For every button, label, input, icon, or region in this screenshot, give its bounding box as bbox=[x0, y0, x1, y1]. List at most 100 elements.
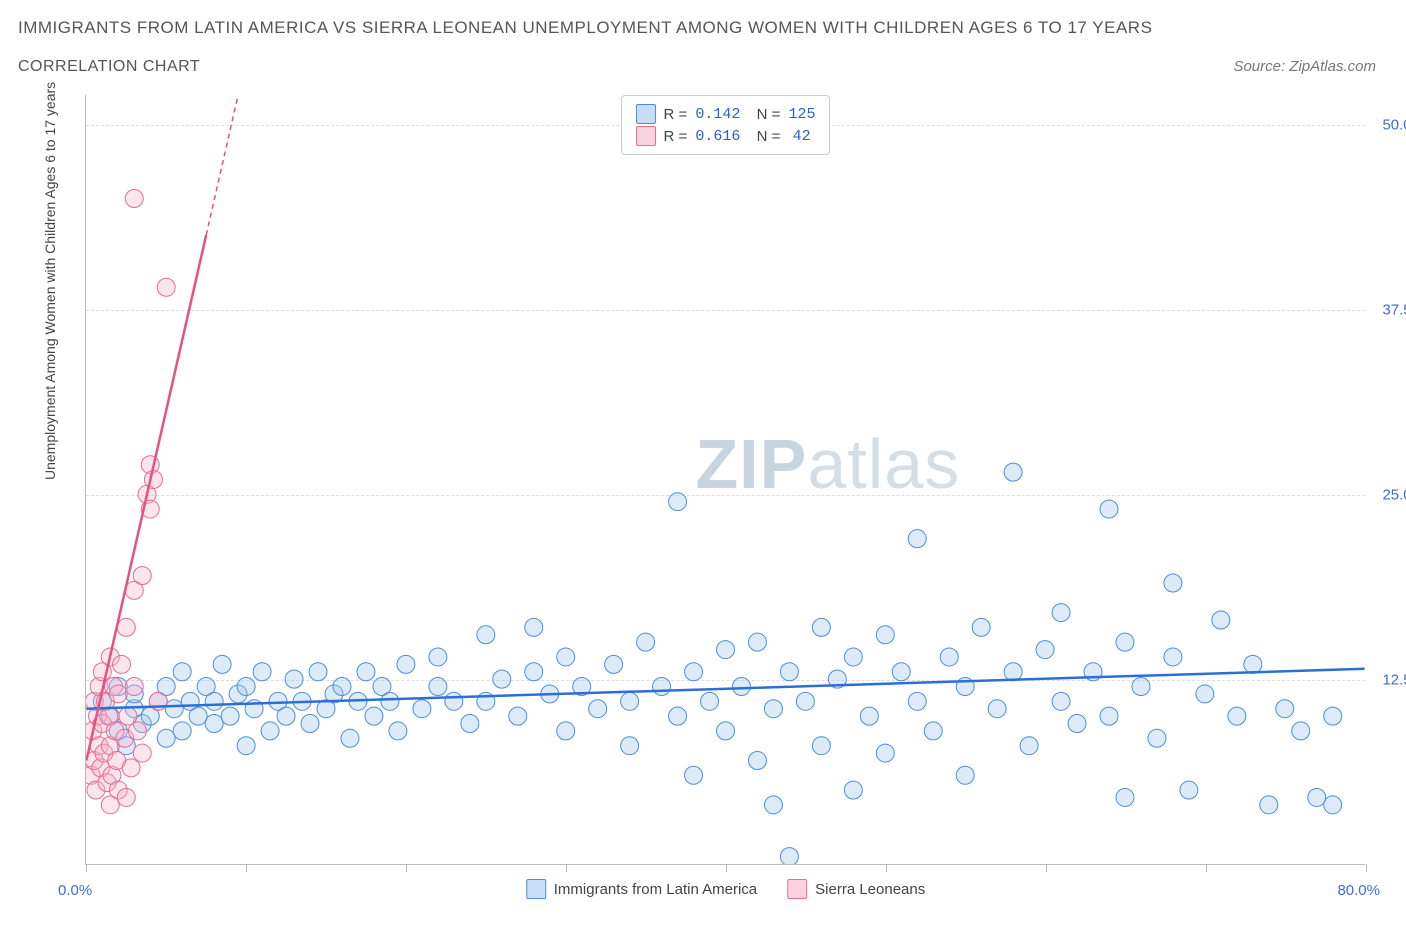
data-point bbox=[1164, 648, 1182, 666]
data-point bbox=[133, 567, 151, 585]
chart-title-main: IMMIGRANTS FROM LATIN AMERICA VS SIERRA … bbox=[18, 18, 1152, 38]
data-point bbox=[1212, 611, 1230, 629]
x-tick bbox=[1206, 864, 1207, 872]
data-point bbox=[557, 648, 575, 666]
data-point bbox=[205, 715, 223, 733]
data-point bbox=[389, 722, 407, 740]
data-point bbox=[157, 729, 175, 747]
data-point bbox=[157, 278, 175, 296]
y-tick-label: 25.0% bbox=[1370, 486, 1406, 503]
data-point bbox=[461, 715, 479, 733]
chart-area: Unemployment Among Women with Children A… bbox=[55, 95, 1385, 865]
data-point bbox=[173, 663, 191, 681]
data-point bbox=[1116, 788, 1134, 806]
swatch-pink-icon-2 bbox=[787, 879, 807, 899]
data-point bbox=[796, 692, 814, 710]
x-tick bbox=[1046, 864, 1047, 872]
data-point bbox=[557, 722, 575, 740]
data-point bbox=[748, 751, 766, 769]
data-point bbox=[780, 663, 798, 681]
data-point bbox=[1244, 655, 1262, 673]
data-point bbox=[892, 663, 910, 681]
data-point bbox=[764, 700, 782, 718]
data-point bbox=[261, 722, 279, 740]
y-tick-label: 50.0% bbox=[1370, 116, 1406, 133]
data-point bbox=[844, 781, 862, 799]
legend-n-label-2: N = bbox=[748, 128, 784, 145]
legend-item-pink: Sierra Leoneans bbox=[787, 879, 925, 899]
x-tick bbox=[726, 864, 727, 872]
x-tick bbox=[1366, 864, 1367, 872]
data-point bbox=[525, 663, 543, 681]
source-attribution: Source: ZipAtlas.com bbox=[1233, 58, 1376, 75]
trend-line bbox=[86, 235, 206, 760]
x-tick bbox=[886, 864, 887, 872]
legend-row-pink: R = 0.616 N = 42 bbox=[636, 126, 816, 146]
data-point bbox=[1036, 641, 1054, 659]
data-point bbox=[844, 648, 862, 666]
data-point bbox=[253, 663, 271, 681]
data-point bbox=[669, 707, 687, 725]
data-point bbox=[237, 737, 255, 755]
data-point bbox=[1324, 796, 1342, 814]
data-point bbox=[1164, 574, 1182, 592]
data-point bbox=[112, 655, 130, 673]
data-point bbox=[189, 707, 207, 725]
legend-pink-r: 0.616 bbox=[695, 128, 740, 145]
data-point bbox=[956, 766, 974, 784]
data-point bbox=[357, 663, 375, 681]
legend-row-blue: R = 0.142 N = 125 bbox=[636, 104, 816, 124]
data-point bbox=[173, 722, 191, 740]
data-point bbox=[133, 744, 151, 762]
swatch-blue-icon-2 bbox=[526, 879, 546, 899]
data-point bbox=[165, 700, 183, 718]
data-point bbox=[128, 722, 146, 740]
data-point bbox=[525, 618, 543, 636]
data-point bbox=[221, 707, 239, 725]
trend-line-dashed bbox=[206, 95, 238, 235]
data-point bbox=[685, 663, 703, 681]
data-point bbox=[876, 744, 894, 762]
data-point bbox=[940, 648, 958, 666]
data-point bbox=[429, 648, 447, 666]
data-point bbox=[860, 707, 878, 725]
x-tick bbox=[246, 864, 247, 872]
data-point bbox=[1052, 604, 1070, 622]
data-point bbox=[381, 692, 399, 710]
data-point bbox=[477, 626, 495, 644]
swatch-pink-icon bbox=[636, 126, 656, 146]
data-point bbox=[812, 737, 830, 755]
data-point bbox=[1180, 781, 1198, 799]
data-point bbox=[1004, 663, 1022, 681]
data-point bbox=[1292, 722, 1310, 740]
data-point bbox=[285, 670, 303, 688]
legend-pink-label: Sierra Leoneans bbox=[815, 881, 925, 898]
data-point bbox=[277, 707, 295, 725]
data-point bbox=[717, 641, 735, 659]
legend-pink-n: 42 bbox=[793, 128, 811, 145]
data-point bbox=[1132, 678, 1150, 696]
data-point bbox=[1004, 463, 1022, 481]
data-point bbox=[653, 678, 671, 696]
data-point bbox=[717, 722, 735, 740]
data-point bbox=[365, 707, 383, 725]
data-point bbox=[125, 190, 143, 208]
data-point bbox=[669, 493, 687, 511]
legend-r-label: R = bbox=[664, 106, 688, 123]
x-tick bbox=[406, 864, 407, 872]
x-axis-min-label: 0.0% bbox=[58, 882, 92, 899]
data-point bbox=[1068, 715, 1086, 733]
data-point bbox=[341, 729, 359, 747]
data-point bbox=[1148, 729, 1166, 747]
data-point bbox=[924, 722, 942, 740]
data-point bbox=[301, 715, 319, 733]
series-legend: Immigrants from Latin America Sierra Leo… bbox=[526, 879, 925, 899]
data-point bbox=[605, 655, 623, 673]
data-point bbox=[493, 670, 511, 688]
data-point bbox=[125, 678, 143, 696]
swatch-blue-icon bbox=[636, 104, 656, 124]
data-point bbox=[637, 633, 655, 651]
data-point bbox=[701, 692, 719, 710]
data-point bbox=[309, 663, 327, 681]
scatter-plot-svg bbox=[86, 95, 1365, 864]
